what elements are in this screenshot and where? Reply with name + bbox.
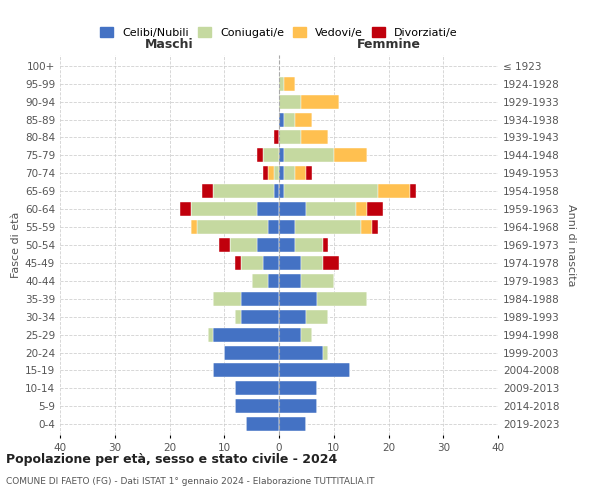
- Bar: [214, 328, 279, 342]
- Bar: [219, 238, 230, 252]
- Bar: [301, 328, 312, 342]
- Bar: [361, 220, 372, 234]
- Bar: [410, 184, 416, 198]
- Bar: [279, 400, 317, 413]
- Bar: [284, 184, 377, 198]
- Bar: [279, 166, 284, 180]
- Bar: [356, 202, 367, 216]
- Bar: [241, 310, 279, 324]
- Bar: [301, 94, 339, 108]
- Bar: [295, 166, 307, 180]
- Bar: [279, 274, 301, 288]
- Bar: [279, 328, 301, 342]
- Text: Femmine: Femmine: [356, 38, 421, 52]
- Bar: [284, 112, 295, 126]
- Bar: [323, 346, 328, 360]
- Bar: [284, 148, 334, 162]
- Bar: [202, 184, 214, 198]
- Bar: [208, 328, 214, 342]
- Bar: [279, 346, 323, 360]
- Bar: [377, 184, 410, 198]
- Y-axis label: Fasce di età: Fasce di età: [11, 212, 21, 278]
- Bar: [268, 220, 279, 234]
- Bar: [246, 418, 279, 431]
- Bar: [214, 364, 279, 378]
- Bar: [334, 148, 367, 162]
- Bar: [279, 382, 317, 396]
- Bar: [241, 292, 279, 306]
- Bar: [235, 256, 241, 270]
- Bar: [279, 112, 284, 126]
- Bar: [301, 130, 328, 144]
- Bar: [230, 238, 257, 252]
- Bar: [301, 256, 323, 270]
- Bar: [279, 220, 295, 234]
- Bar: [235, 382, 279, 396]
- Bar: [214, 292, 241, 306]
- Text: Popolazione per età, sesso e stato civile - 2024: Popolazione per età, sesso e stato civil…: [6, 452, 337, 466]
- Bar: [235, 400, 279, 413]
- Bar: [307, 202, 356, 216]
- Bar: [323, 238, 328, 252]
- Bar: [268, 274, 279, 288]
- Bar: [263, 148, 279, 162]
- Bar: [307, 166, 312, 180]
- Bar: [279, 130, 301, 144]
- Bar: [274, 130, 279, 144]
- Legend: Celibi/Nubili, Coniugati/e, Vedovi/e, Divorziati/e: Celibi/Nubili, Coniugati/e, Vedovi/e, Di…: [96, 22, 462, 42]
- Bar: [274, 166, 279, 180]
- Bar: [213, 184, 274, 198]
- Bar: [372, 220, 377, 234]
- Bar: [191, 220, 197, 234]
- Bar: [295, 220, 361, 234]
- Bar: [284, 166, 295, 180]
- Bar: [367, 202, 383, 216]
- Bar: [279, 310, 307, 324]
- Bar: [263, 166, 268, 180]
- Bar: [307, 310, 328, 324]
- Text: COMUNE DI FAETO (FG) - Dati ISTAT 1° gennaio 2024 - Elaborazione TUTTITALIA.IT: COMUNE DI FAETO (FG) - Dati ISTAT 1° gen…: [6, 478, 374, 486]
- Bar: [279, 202, 307, 216]
- Bar: [301, 274, 334, 288]
- Bar: [323, 256, 339, 270]
- Bar: [257, 148, 263, 162]
- Bar: [197, 220, 268, 234]
- Bar: [251, 274, 268, 288]
- Bar: [268, 166, 274, 180]
- Bar: [279, 184, 284, 198]
- Text: Maschi: Maschi: [145, 38, 194, 52]
- Bar: [279, 364, 350, 378]
- Bar: [224, 346, 279, 360]
- Bar: [235, 310, 241, 324]
- Bar: [279, 256, 301, 270]
- Bar: [295, 112, 312, 126]
- Bar: [191, 202, 257, 216]
- Bar: [257, 202, 279, 216]
- Bar: [295, 238, 323, 252]
- Bar: [241, 256, 263, 270]
- Bar: [279, 76, 284, 90]
- Bar: [257, 238, 279, 252]
- Bar: [279, 418, 307, 431]
- Y-axis label: Anni di nascita: Anni di nascita: [566, 204, 576, 286]
- Bar: [279, 148, 284, 162]
- Bar: [181, 202, 191, 216]
- Bar: [263, 256, 279, 270]
- Bar: [284, 76, 295, 90]
- Bar: [279, 94, 301, 108]
- Bar: [274, 184, 279, 198]
- Bar: [279, 238, 295, 252]
- Bar: [279, 292, 317, 306]
- Bar: [317, 292, 367, 306]
